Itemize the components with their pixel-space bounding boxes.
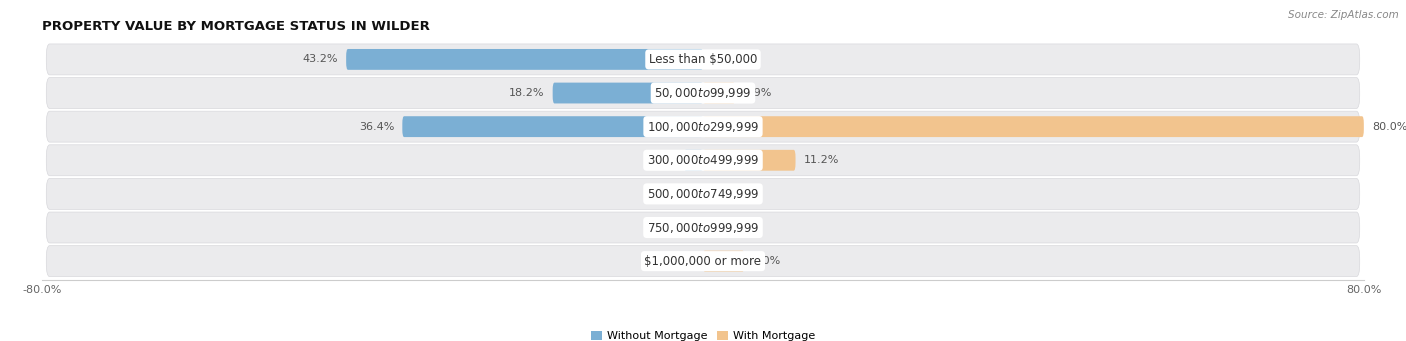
Text: $500,000 to $749,999: $500,000 to $749,999 (647, 187, 759, 201)
Text: 0.0%: 0.0% (666, 256, 695, 266)
FancyBboxPatch shape (346, 49, 703, 70)
FancyBboxPatch shape (46, 44, 1360, 75)
Text: 80.0%: 80.0% (1372, 122, 1406, 132)
FancyBboxPatch shape (703, 116, 1364, 137)
Text: 0.0%: 0.0% (711, 223, 740, 233)
FancyBboxPatch shape (553, 83, 703, 103)
FancyBboxPatch shape (46, 178, 1360, 209)
Text: 0.0%: 0.0% (711, 55, 740, 64)
Text: Source: ZipAtlas.com: Source: ZipAtlas.com (1288, 10, 1399, 20)
Text: 0.0%: 0.0% (666, 223, 695, 233)
Text: $300,000 to $499,999: $300,000 to $499,999 (647, 153, 759, 167)
FancyBboxPatch shape (703, 251, 744, 271)
Legend: Without Mortgage, With Mortgage: Without Mortgage, With Mortgage (586, 326, 820, 341)
FancyBboxPatch shape (46, 77, 1360, 108)
FancyBboxPatch shape (703, 83, 735, 103)
Text: 5.0%: 5.0% (752, 256, 780, 266)
FancyBboxPatch shape (46, 145, 1360, 176)
FancyBboxPatch shape (683, 150, 703, 171)
Text: 0.0%: 0.0% (666, 189, 695, 199)
Text: $750,000 to $999,999: $750,000 to $999,999 (647, 221, 759, 235)
Text: $50,000 to $99,999: $50,000 to $99,999 (654, 86, 752, 100)
Text: 36.4%: 36.4% (359, 122, 394, 132)
Text: Less than $50,000: Less than $50,000 (648, 53, 758, 66)
Text: 18.2%: 18.2% (509, 88, 544, 98)
FancyBboxPatch shape (703, 150, 796, 171)
FancyBboxPatch shape (402, 116, 703, 137)
FancyBboxPatch shape (46, 246, 1360, 277)
Text: 3.9%: 3.9% (744, 88, 772, 98)
Text: $1,000,000 or more: $1,000,000 or more (644, 255, 762, 268)
Text: 0.0%: 0.0% (711, 189, 740, 199)
Text: PROPERTY VALUE BY MORTGAGE STATUS IN WILDER: PROPERTY VALUE BY MORTGAGE STATUS IN WIL… (42, 20, 430, 33)
FancyBboxPatch shape (46, 212, 1360, 243)
Text: 2.3%: 2.3% (647, 155, 676, 165)
Text: $100,000 to $299,999: $100,000 to $299,999 (647, 120, 759, 134)
Text: 43.2%: 43.2% (302, 55, 337, 64)
Text: 11.2%: 11.2% (804, 155, 839, 165)
FancyBboxPatch shape (46, 111, 1360, 142)
